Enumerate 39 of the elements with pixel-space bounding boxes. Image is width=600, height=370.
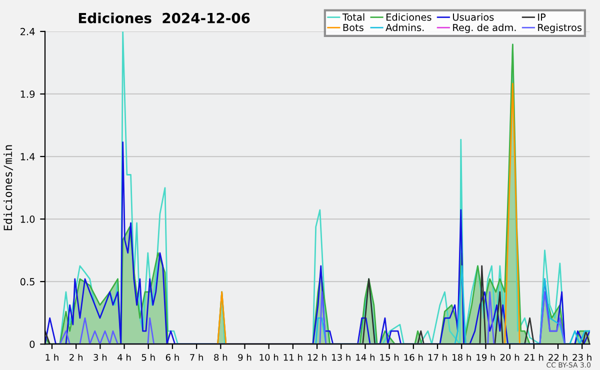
y-tick-label: 1.0: [20, 216, 35, 223]
x-tick-label: 12 h: [308, 354, 326, 361]
x-tick-label: 3 h: [94, 354, 107, 361]
x-tick-label: 16 h: [404, 354, 423, 361]
legend-label: Reg. de adm.: [453, 24, 516, 34]
x-tick-label: 6 h: [166, 354, 179, 361]
x-tick-label: 7 h: [190, 354, 203, 361]
x-tick-label: 19 h: [476, 354, 495, 361]
legend-label: IP: [538, 14, 546, 21]
y-axis-title: Ediciones/min: [4, 145, 13, 230]
x-tick-label: 21 h: [524, 354, 544, 361]
y-tick-label: 0: [30, 340, 35, 348]
chart-title: Ediciones 2024-12-06: [78, 12, 250, 24]
y-tick-label: 1.9: [20, 90, 35, 98]
x-tick-label: 4 h: [118, 354, 131, 361]
x-tick-label: 20 h: [500, 354, 520, 361]
x-tick-label: 10 h: [260, 354, 278, 361]
x-tick-label: 23 h: [572, 354, 592, 361]
legend-label: Admins.: [386, 24, 424, 32]
x-tick-label: 8 h: [214, 354, 228, 361]
x-tick-label: 9 h: [238, 354, 252, 361]
x-tick-label: 1 h: [46, 354, 58, 361]
legend-label: Ediciones: [386, 13, 432, 21]
x-tick-label: 11 h: [284, 354, 302, 361]
legend-label: Usuarios: [453, 13, 494, 21]
x-tick-label: 2 h: [70, 354, 82, 361]
x-tick-label: 18 h: [452, 354, 471, 361]
legend-label: Total: [342, 13, 364, 21]
y-tick-label: 1.4: [20, 153, 35, 160]
x-tick-label: 22 h: [548, 354, 568, 361]
x-tick-label: 5 h: [142, 354, 155, 361]
x-tick-label: 13 h: [332, 354, 350, 361]
legend-label: Bots: [343, 24, 364, 32]
x-tick-label: 14 h: [356, 354, 375, 361]
x-tick-label: 15 h: [380, 354, 399, 361]
legend-label: Registros: [538, 24, 582, 34]
y-tick-label: 2.4: [20, 28, 35, 36]
y-tick-label: 0.5: [20, 278, 34, 286]
x-tick-label: 17 h: [428, 354, 447, 361]
